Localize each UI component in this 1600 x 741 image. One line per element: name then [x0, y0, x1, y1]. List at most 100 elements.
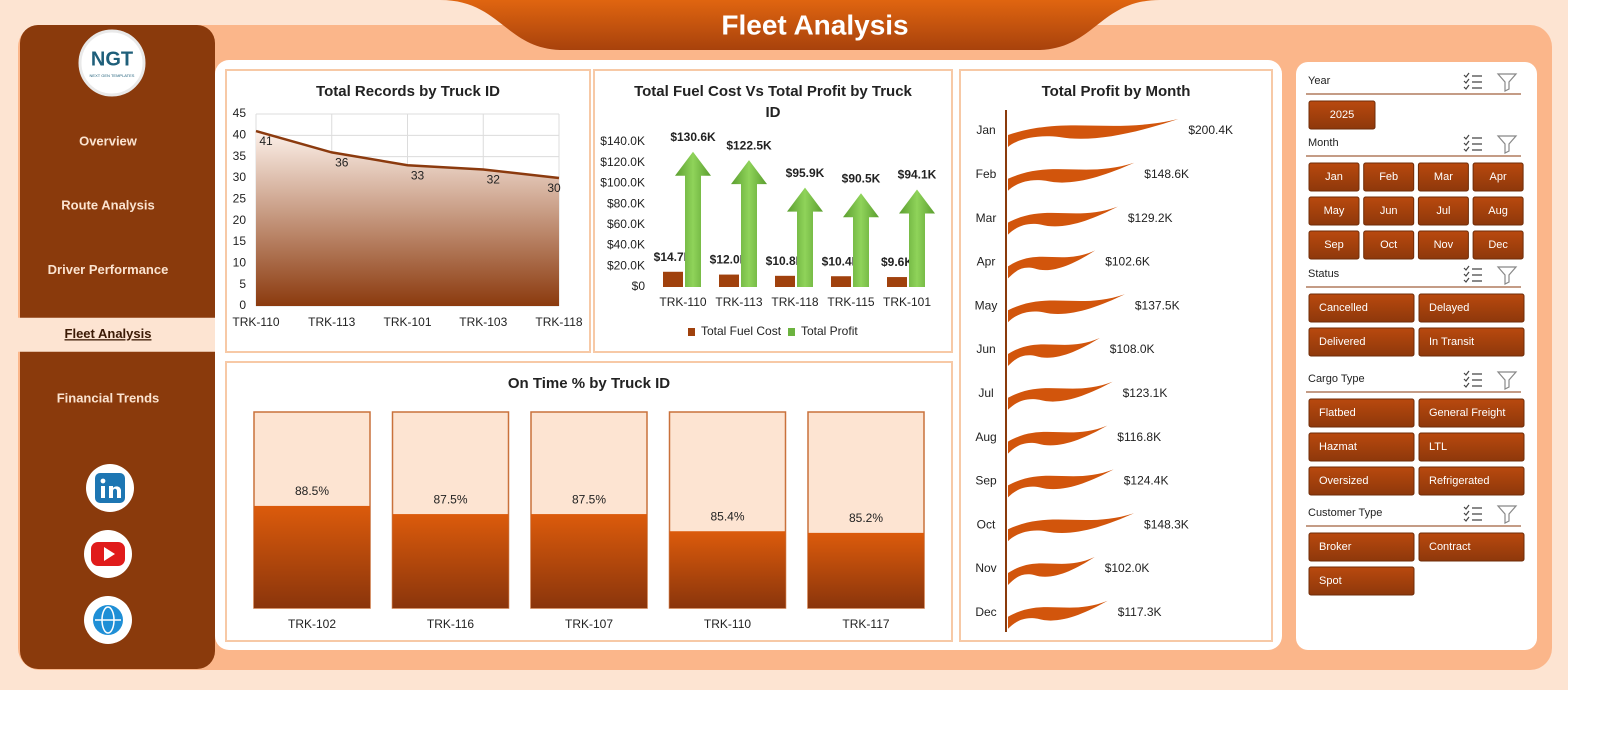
- x-tick-label: TRK-110: [232, 315, 279, 329]
- y-tick-label: 35: [233, 149, 247, 163]
- data-label: $14.7K: [654, 250, 693, 264]
- slicer-button-label[interactable]: Oct: [1380, 239, 1397, 251]
- data-label: $108.0K: [1110, 342, 1155, 356]
- page-title: Fleet Analysis: [721, 9, 908, 40]
- slicer-button[interactable]: [1308, 466, 1415, 496]
- slicer-button[interactable]: [1308, 293, 1415, 323]
- slicer-button[interactable]: [1308, 532, 1415, 562]
- slicer-button-label[interactable]: Aug: [1488, 205, 1508, 217]
- clear-filter-icon[interactable]: [1496, 505, 1518, 524]
- y-tick-label: 15: [233, 234, 247, 248]
- multi-select-icon[interactable]: [1463, 134, 1482, 152]
- slicer-button-label[interactable]: Jan: [1325, 171, 1343, 183]
- slicer-button-label[interactable]: Dec: [1488, 239, 1508, 251]
- multi-select-icon[interactable]: [1463, 370, 1482, 388]
- nav-item[interactable]: Driver Performance: [48, 262, 169, 277]
- data-label: 85.4%: [710, 509, 744, 523]
- slicer-button-label[interactable]: Apr: [1490, 171, 1507, 183]
- slicer-button[interactable]: [1418, 432, 1525, 462]
- slicer-button-label[interactable]: Hazmat: [1319, 441, 1357, 453]
- slicer-title: Cargo Type: [1308, 373, 1365, 385]
- slicer-button[interactable]: [1417, 230, 1469, 260]
- slicer-button[interactable]: [1472, 162, 1524, 192]
- data-label: $124.4K: [1124, 474, 1169, 488]
- bar: [887, 277, 907, 287]
- data-label: $10.4K: [822, 254, 861, 268]
- slicer-button-label[interactable]: Nov: [1434, 239, 1454, 251]
- y-tick-label: 25: [233, 192, 247, 206]
- multi-select-icon[interactable]: [1463, 265, 1482, 283]
- slicer-button-label[interactable]: Oversized: [1319, 475, 1369, 487]
- nav-item[interactable]: Overview: [79, 133, 138, 148]
- y-tick-label: Sep: [975, 474, 997, 488]
- multi-select-icon[interactable]: [1463, 72, 1482, 90]
- slicer-button-label[interactable]: Spot: [1319, 575, 1342, 587]
- slicer-button[interactable]: [1308, 432, 1415, 462]
- slicer-button-label[interactable]: Sep: [1324, 239, 1344, 251]
- slicer-button[interactable]: [1363, 230, 1415, 260]
- slicer-button[interactable]: [1418, 293, 1525, 323]
- slicer-button[interactable]: [1417, 162, 1469, 192]
- x-tick-label: TRK-113: [715, 295, 762, 309]
- slicer-button[interactable]: [1308, 230, 1360, 260]
- slicer-button-label[interactable]: May: [1324, 205, 1345, 217]
- slicer-button[interactable]: [1308, 100, 1376, 130]
- clear-filter-icon[interactable]: [1496, 371, 1518, 390]
- bar: [254, 505, 370, 608]
- arrow-bar: [787, 187, 823, 287]
- y-tick-label: Oct: [977, 517, 996, 531]
- data-label: $10.8K: [766, 254, 805, 268]
- slicer-title: Customer Type: [1308, 507, 1382, 519]
- slicer-button[interactable]: [1418, 466, 1525, 496]
- slicer-button[interactable]: [1418, 532, 1525, 562]
- data-label: 85.2%: [849, 511, 883, 525]
- slicer-button-label[interactable]: Mar: [1434, 171, 1453, 183]
- slicer-button-label[interactable]: LTL: [1429, 441, 1447, 453]
- slicer-button-label[interactable]: Contract: [1429, 541, 1471, 553]
- nav-item[interactable]: Route Analysis: [61, 198, 154, 213]
- slicer-button-label[interactable]: Delivered: [1319, 336, 1365, 348]
- slicer-button-label[interactable]: Delayed: [1429, 302, 1469, 314]
- slicer-button[interactable]: [1363, 196, 1415, 226]
- chart-title: Total Fuel Cost Vs Total Profit by Truck…: [634, 83, 912, 121]
- slicer-button-label[interactable]: Jun: [1380, 205, 1398, 217]
- slicer-button-label[interactable]: General Freight: [1429, 407, 1505, 419]
- nav-item[interactable]: Fleet Analysis: [65, 326, 152, 341]
- slicer-button[interactable]: [1308, 162, 1360, 192]
- multi-select-icon[interactable]: [1463, 504, 1482, 522]
- slicer-button[interactable]: [1418, 327, 1525, 357]
- slicer-button[interactable]: [1308, 327, 1415, 357]
- bar: [392, 514, 509, 608]
- data-label: $116.8K: [1117, 430, 1161, 444]
- clear-filter-icon[interactable]: [1496, 135, 1518, 154]
- clear-filter-icon[interactable]: [1496, 266, 1518, 285]
- slicer-button[interactable]: [1418, 398, 1525, 428]
- slicer-button[interactable]: [1308, 398, 1415, 428]
- slicer-button-label[interactable]: Broker: [1319, 541, 1352, 553]
- slicer-button-label[interactable]: Feb: [1379, 171, 1398, 183]
- bar: [775, 275, 795, 287]
- slicer-button[interactable]: [1472, 230, 1524, 260]
- nav-active-bg: [14, 317, 215, 352]
- data-label: 33: [411, 168, 425, 182]
- y-tick-label: 10: [233, 256, 247, 270]
- slicer-button-label[interactable]: Refrigerated: [1429, 475, 1490, 487]
- bar: [663, 271, 683, 287]
- slicer-button-label[interactable]: 2025: [1330, 109, 1354, 121]
- slicer-button[interactable]: [1308, 566, 1415, 596]
- y-tick-label: 20: [233, 213, 247, 227]
- logo: [78, 29, 146, 97]
- clear-filter-icon[interactable]: [1496, 73, 1518, 92]
- slicer-button[interactable]: [1308, 196, 1360, 226]
- nav-item[interactable]: Financial Trends: [57, 390, 160, 405]
- y-tick-label: Dec: [975, 605, 996, 619]
- slicer-button[interactable]: [1363, 162, 1415, 192]
- slicer-button-label[interactable]: Flatbed: [1319, 407, 1356, 419]
- slicer-button-label[interactable]: In Transit: [1429, 336, 1474, 348]
- slicer-button-label[interactable]: Jul: [1436, 205, 1450, 217]
- y-tick-label: Jun: [976, 342, 995, 356]
- slicer-button-label[interactable]: Cancelled: [1319, 302, 1368, 314]
- slicer-button[interactable]: [1472, 196, 1524, 226]
- slicer-button[interactable]: [1417, 196, 1469, 226]
